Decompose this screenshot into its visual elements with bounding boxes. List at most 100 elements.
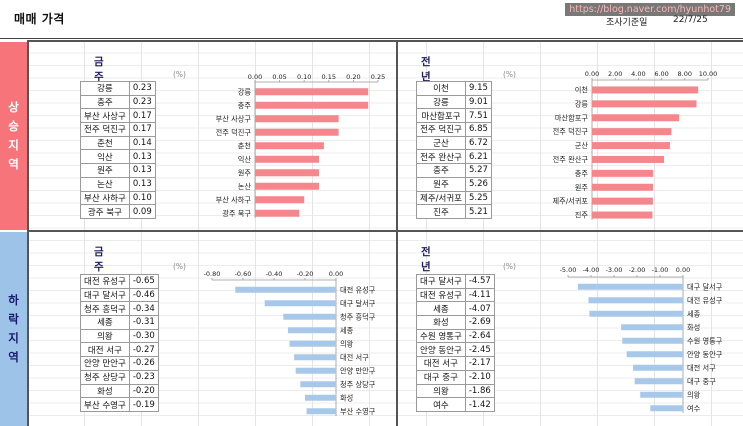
tick-label: -4.00 (583, 266, 600, 274)
category-label: 충주 (238, 101, 252, 110)
data-table: 대구 달서구 -4.57 대전 유성구 -4.11 세종 -4.07 화성 -2.69 수원 영… (416, 274, 495, 412)
table-row: 군산 6.72 (416, 135, 492, 151)
region-name-cell: 청주 흥덕구 (80, 301, 130, 317)
tick-label: -0.60 (235, 270, 252, 278)
tick-label: 0.00 (585, 70, 599, 78)
tick-label: 0.10 (297, 73, 311, 81)
category-label: 부산 사하구 (216, 195, 252, 204)
change-value-cell: 7.51 (464, 108, 492, 124)
table-row: 의왕 -1.86 (416, 383, 495, 399)
table-row: 대구 달서구 -4.57 (416, 274, 495, 289)
region-name-cell: 안양 만안구 (80, 356, 130, 371)
bar (592, 142, 670, 150)
tick-label: 0.00 (248, 73, 262, 81)
bar (287, 327, 336, 334)
header-bar: 매매 가격 https://blog.naver.com/hyunhot79 조… (0, 0, 743, 39)
bar (592, 86, 699, 94)
table-row: 화성 -0.20 (80, 383, 159, 399)
bar (626, 351, 683, 358)
unit-label: (%) (503, 70, 516, 79)
bar (255, 182, 319, 190)
tick-label: 0.05 (272, 73, 286, 81)
table-row: 여수 -1.42 (416, 397, 495, 412)
bar (592, 197, 653, 205)
category-label: 청주 흥덕구 (340, 312, 376, 321)
region-name-cell: 세종 (80, 315, 130, 330)
tick-label: 6.00 (654, 70, 668, 78)
region-name-cell: 마산합포구 (416, 108, 466, 124)
region-name-cell: 광주 북구 (80, 204, 130, 219)
category-label: 대전 서구 (340, 353, 369, 362)
category-label: 이천 (575, 85, 588, 94)
bar (640, 391, 683, 398)
bar (577, 283, 683, 290)
bar (650, 405, 683, 412)
table-row: 수원 영통구 -2.64 (416, 328, 495, 344)
table-row: 부산 수영구 -0.19 (80, 397, 159, 412)
bar (294, 354, 336, 361)
category-label: 진주 (575, 211, 589, 220)
region-name-cell: 화성 (80, 383, 130, 399)
table-row: 안양 동안구 -2.45 (416, 342, 495, 358)
bar (283, 313, 336, 320)
change-value-cell: -0.46 (128, 287, 159, 303)
region-name-cell: 화성 (416, 315, 466, 330)
change-value-cell: -4.07 (464, 301, 495, 317)
region-name-cell: 전주 덕진구 (80, 122, 130, 137)
table-row: 춘천 0.14 (80, 135, 156, 151)
table-row: 화성 -2.69 (416, 315, 495, 330)
change-value-cell: 0.17 (128, 122, 156, 137)
change-value-cell: -0.31 (128, 315, 159, 330)
panel-divider-left (27, 40, 29, 426)
region-name-cell: 세종 (416, 301, 466, 317)
tick-label: -1.00 (652, 266, 669, 274)
tick-label: 10.00 (699, 70, 718, 78)
fall-section-label: 하락지역 (0, 232, 27, 426)
region-name-cell: 춘천 (80, 135, 130, 151)
table-row: 대전 유성구 -4.11 (416, 287, 495, 303)
table-row: 대전 유성구 -0.65 (80, 274, 159, 289)
watermark-url: https://blog.naver.com/hyunhot79 (565, 3, 735, 16)
section-divider-middle (27, 230, 743, 232)
region-name-cell: 수원 영통구 (416, 328, 466, 344)
bar (255, 115, 339, 123)
table-row: 강릉 0.23 (80, 81, 156, 96)
fall-section-text: 하락지역 (8, 293, 19, 364)
region-name-cell: 대전 유성구 (80, 274, 130, 289)
category-label: 충주 (575, 169, 589, 178)
region-name-cell: 부산 사하구 (80, 190, 130, 206)
change-value-cell: 6.72 (464, 135, 492, 151)
bar (295, 367, 336, 374)
category-label: 화성 (340, 393, 353, 402)
category-label: 제주/서귀포 (553, 197, 589, 206)
tick-label: 0.25 (371, 73, 385, 81)
table-row: 대전 서구 -2.17 (416, 356, 495, 371)
bar (235, 286, 336, 293)
change-value-cell: 0.17 (128, 108, 156, 124)
change-value-cell: -0.27 (128, 342, 159, 358)
tick-label: 8.00 (678, 70, 692, 78)
tick-label: -3.00 (606, 266, 623, 274)
change-value-cell: 5.26 (464, 176, 492, 192)
bar (255, 128, 339, 136)
bar (255, 101, 369, 109)
change-value-cell: -0.65 (128, 274, 159, 289)
table-row: 이천 9.15 (416, 81, 492, 96)
category-label: 안양 동안구 (687, 350, 723, 359)
change-value-cell: -0.26 (128, 356, 159, 371)
survey-date-value: 22/7/25 (673, 15, 708, 25)
tick-label: 0.20 (346, 73, 360, 81)
region-name-cell: 충주 (80, 94, 130, 110)
bar (255, 209, 300, 217)
region-name-cell: 군산 (416, 135, 466, 151)
region-name-cell: 강릉 (80, 81, 130, 96)
change-value-cell: 0.09 (128, 204, 156, 219)
category-label: 부산 사상구 (216, 114, 252, 123)
survey-date-label: 조사기준일 (606, 18, 648, 28)
bar (634, 378, 683, 385)
change-value-cell: -4.57 (464, 274, 495, 289)
table-row: 광주 북구 0.09 (80, 204, 156, 219)
bar (264, 300, 336, 307)
change-value-cell: 0.14 (128, 135, 156, 151)
